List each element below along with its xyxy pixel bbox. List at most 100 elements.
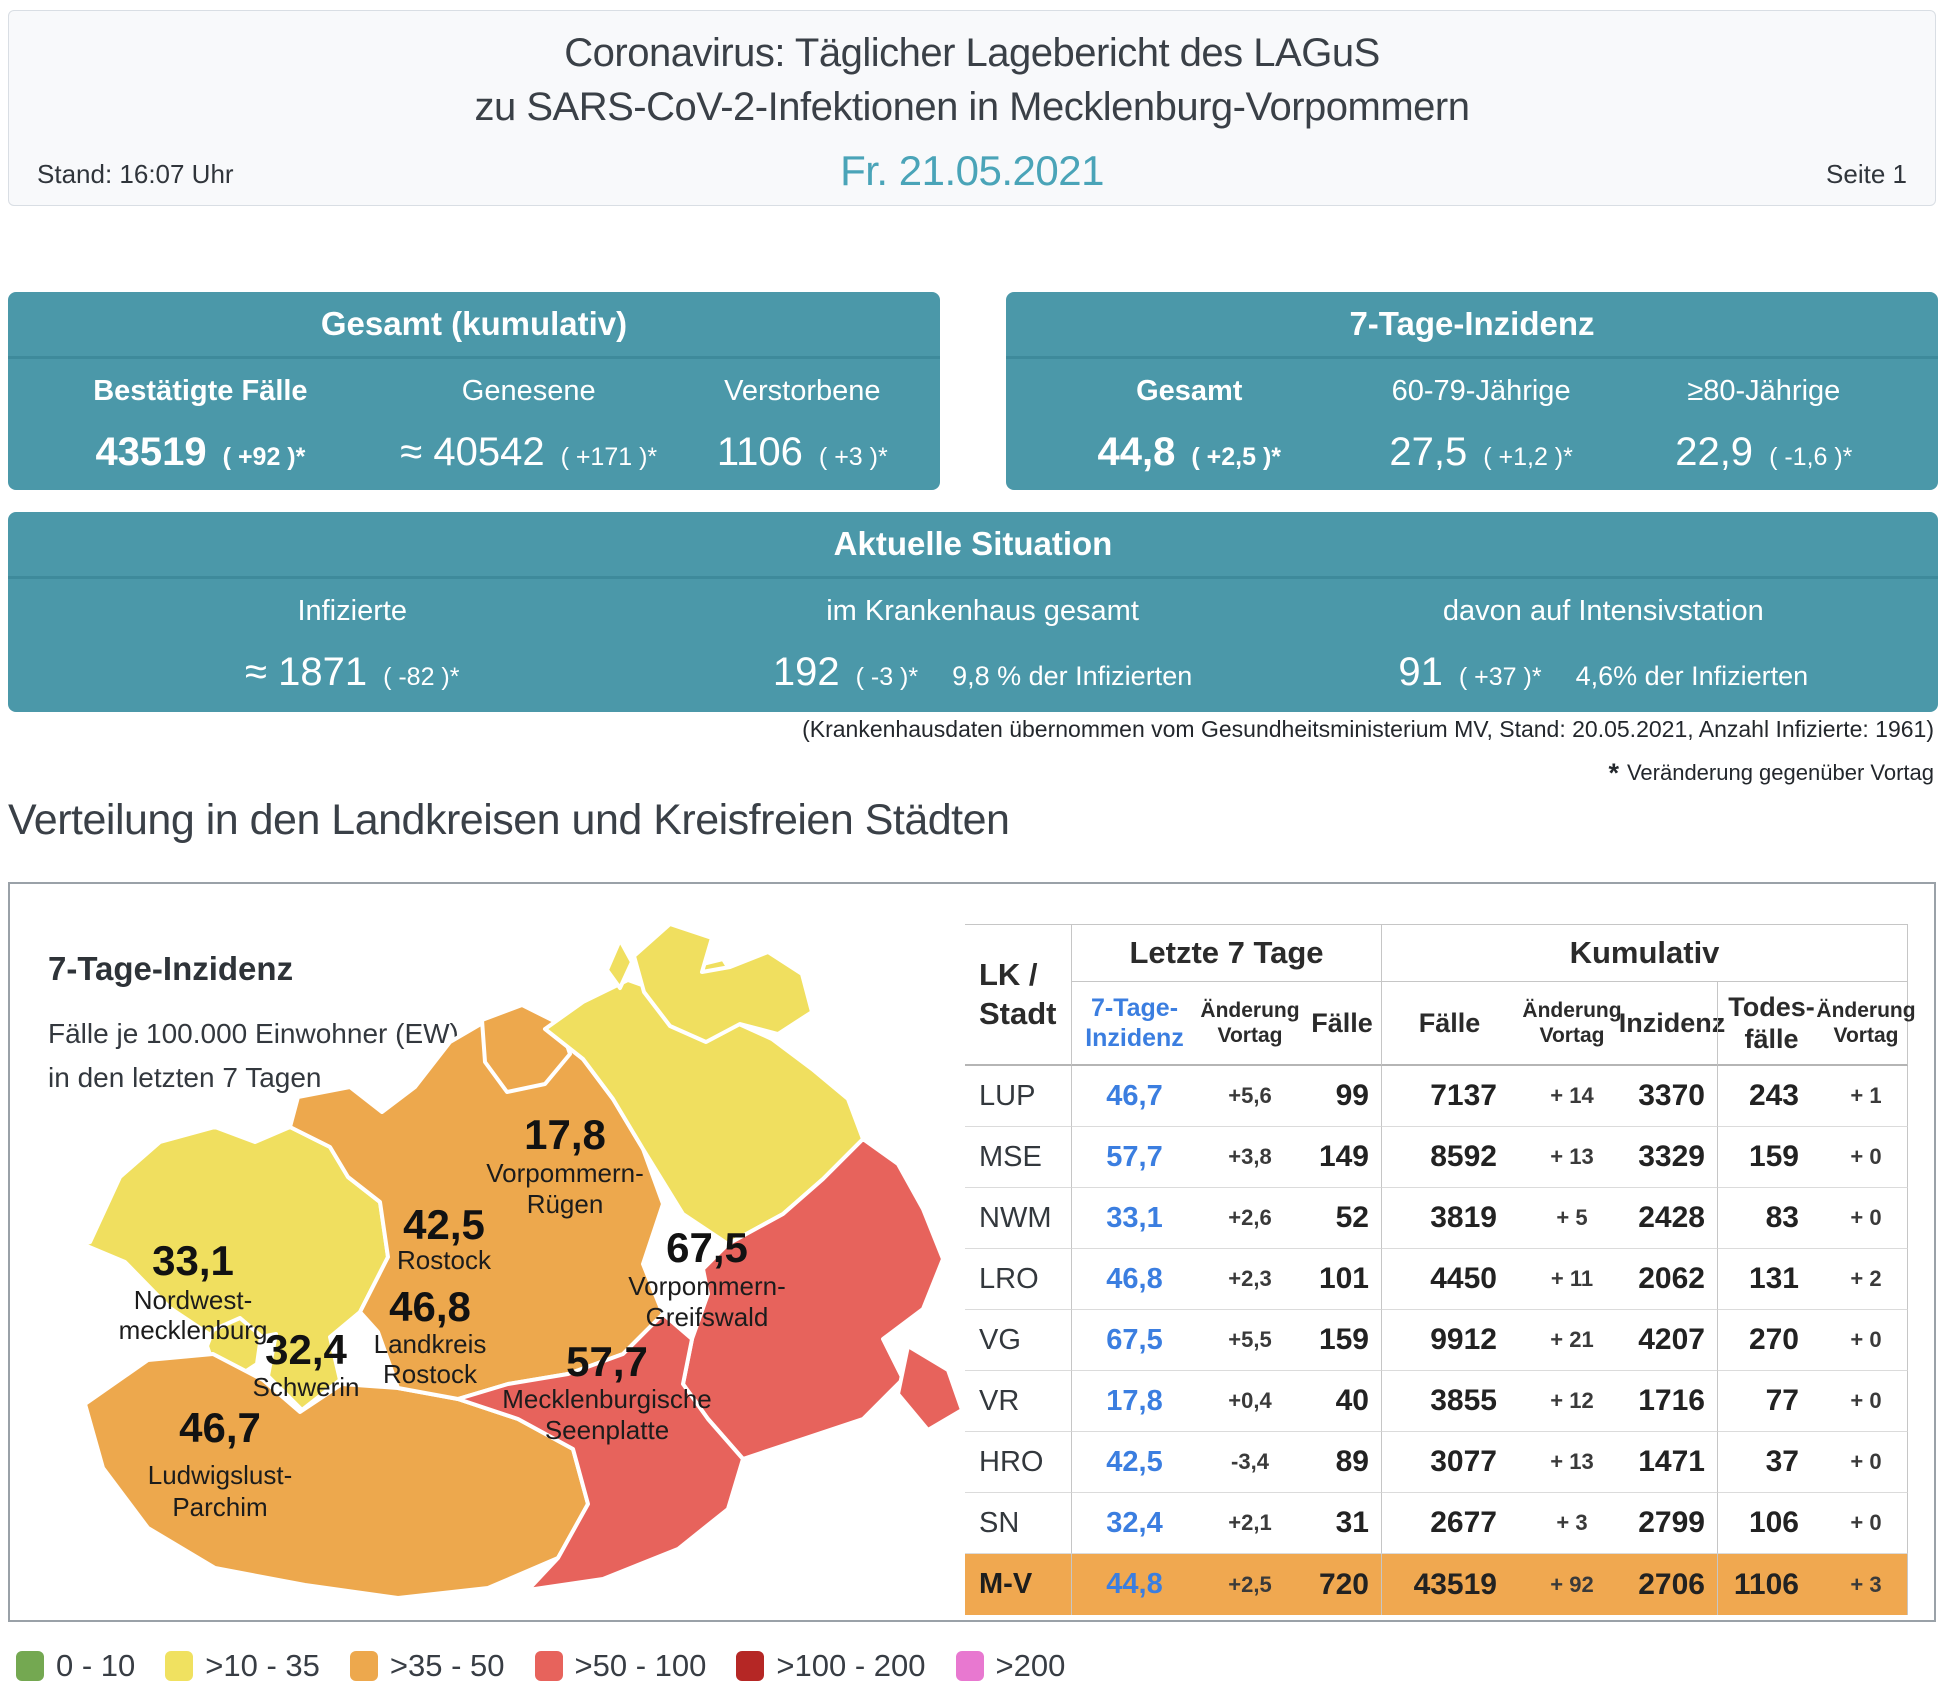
stat-value: 44,8 bbox=[1097, 430, 1176, 474]
col-header-kum-faelle: Fälle bbox=[1381, 982, 1517, 1066]
legend-swatch-yellow bbox=[165, 1651, 194, 1681]
map-value-lup: 46,7 bbox=[179, 1404, 261, 1451]
cell-tod-change: + 0 bbox=[1825, 1188, 1908, 1249]
cell-faelle: 89 bbox=[1303, 1432, 1381, 1493]
cell-code: M-V bbox=[965, 1554, 1071, 1615]
stat-change: ( +171 )* bbox=[560, 443, 658, 471]
cell-inzidenz: 44,8 bbox=[1071, 1554, 1197, 1615]
map-name-nwm-2: mecklenburg bbox=[119, 1315, 268, 1345]
col-header-todesfaelle: Todes-fälle bbox=[1717, 982, 1825, 1066]
map-title: 7-Tage-Inzidenz bbox=[48, 950, 294, 987]
cell-kum-inzidenz: 3329 bbox=[1627, 1127, 1717, 1188]
cell-code: HRO bbox=[965, 1432, 1071, 1493]
col-header-kum-inzidenz: Inzidenz bbox=[1619, 982, 1725, 1066]
cell-kum-inzidenz: 3370 bbox=[1627, 1066, 1717, 1127]
map-subtitle-2: in den letzten 7 Tagen bbox=[48, 1062, 322, 1093]
cell-code: SN bbox=[965, 1493, 1071, 1554]
cell-todesfaelle: 106 bbox=[1717, 1493, 1825, 1554]
map-name-mse-1: Mecklenburgische bbox=[502, 1384, 712, 1414]
box-gesamt-columns: Bestätigte Fälle 43519 ( +92 )* Genesene… bbox=[8, 359, 940, 475]
stat-krankenhaus: im Krankenhaus gesamt 192 ( -3 )* 9,8 % … bbox=[687, 579, 1279, 695]
cell-code: NWM bbox=[965, 1188, 1071, 1249]
cell-change: +3,8 bbox=[1197, 1127, 1303, 1188]
cell-faelle: 31 bbox=[1303, 1493, 1381, 1554]
stat-value: 91 bbox=[1398, 650, 1443, 694]
footnote-change-note: * Veränderung gegenüber Vortag bbox=[1608, 758, 1934, 789]
stat-change: ( +2,5 )* bbox=[1191, 443, 1282, 471]
report-timestamp: Stand: 16:07 Uhr bbox=[37, 159, 234, 189]
col-header-kum-aenderung: Änderung Vortag bbox=[1517, 982, 1627, 1066]
cell-tod-change: + 0 bbox=[1825, 1493, 1908, 1554]
col-header-lk1: LK / bbox=[979, 956, 1038, 992]
cell-inzidenz: 33,1 bbox=[1071, 1188, 1197, 1249]
map-name-vg-1: Vorpommern- bbox=[628, 1271, 786, 1301]
col-header-faelle: Fälle bbox=[1303, 982, 1381, 1066]
map-name-mse-2: Seenplatte bbox=[545, 1415, 669, 1445]
stat-change: ( +92 )* bbox=[222, 443, 306, 471]
box-aktuelle-situation: Aktuelle Situation Infizierte ≈ 1871 ( -… bbox=[8, 512, 1938, 712]
region-vorpommern-ruegen-island bbox=[632, 922, 814, 1044]
cell-code: LUP bbox=[965, 1066, 1071, 1127]
report-title-line1: Coronavirus: Täglicher Lagebericht des L… bbox=[564, 31, 1380, 75]
cell-kum-change: + 3 bbox=[1517, 1493, 1627, 1554]
cell-code: LRO bbox=[965, 1249, 1071, 1310]
cell-code: VG bbox=[965, 1310, 1071, 1371]
stat-value: ≈ 1871 bbox=[245, 650, 368, 694]
cell-tod-change: + 3 bbox=[1825, 1554, 1908, 1615]
cell-inzidenz: 46,8 bbox=[1071, 1249, 1197, 1310]
legend-item-50-100: >50 - 100 bbox=[534, 1648, 706, 1684]
legend-label: 0 - 10 bbox=[56, 1648, 136, 1683]
box-7-tage-inzidenz: 7-Tage-Inzidenz Gesamt 44,8 ( +2,5 )* 60… bbox=[1006, 292, 1938, 490]
legend-swatch-green bbox=[16, 1651, 44, 1681]
cell-kum-faelle: 9912 bbox=[1381, 1310, 1517, 1371]
cell-todesfaelle: 131 bbox=[1717, 1249, 1825, 1310]
stat-label: Genesene bbox=[461, 375, 596, 407]
cell-kum-inzidenz: 1471 bbox=[1627, 1432, 1717, 1493]
cell-tod-change: + 0 bbox=[1825, 1432, 1908, 1493]
cell-faelle: 720 bbox=[1303, 1554, 1381, 1615]
page-number: Seite 1 bbox=[1826, 159, 1907, 189]
map-subtitle-1: Fälle je 100.000 Einwohner (EW) bbox=[48, 1018, 459, 1049]
stat-value: 22,9 bbox=[1675, 430, 1754, 474]
stat-label: 60-79-Jährige bbox=[1391, 375, 1571, 407]
cell-todesfaelle: 159 bbox=[1717, 1127, 1825, 1188]
cell-kum-faelle: 43519 bbox=[1381, 1554, 1517, 1615]
report-header: Coronavirus: Täglicher Lagebericht des L… bbox=[8, 10, 1936, 206]
box-situation-title: Aktuelle Situation bbox=[8, 512, 1938, 579]
legend-swatch-pink bbox=[955, 1651, 984, 1681]
map-value-sn: 32,4 bbox=[265, 1326, 347, 1373]
stat-label: Gesamt bbox=[1136, 375, 1243, 407]
cell-kum-faelle: 8592 bbox=[1381, 1127, 1517, 1188]
cell-kum-faelle: 4450 bbox=[1381, 1249, 1517, 1310]
distribution-panel: 7-Tage-Inzidenz Fälle je 100.000 Einwohn… bbox=[8, 882, 1936, 1622]
stat-value: 1106 bbox=[716, 430, 803, 474]
cell-inzidenz: 57,7 bbox=[1071, 1127, 1197, 1188]
cell-change: +5,5 bbox=[1197, 1310, 1303, 1371]
cell-kum-faelle: 7137 bbox=[1381, 1066, 1517, 1127]
report-title-line2: zu SARS-CoV-2-Infektionen in Mecklenburg… bbox=[474, 85, 1470, 129]
stat-value: ≈ 40542 bbox=[400, 430, 545, 474]
cell-kum-inzidenz: 4207 bbox=[1627, 1310, 1717, 1371]
stat-label: ≥80-Jährige bbox=[1687, 375, 1841, 407]
region-usedom-island bbox=[896, 1344, 964, 1432]
box-inzidenz-columns: Gesamt 44,8 ( +2,5 )* 60-79-Jährige 27,5… bbox=[1006, 359, 1938, 475]
cell-todesfaelle: 37 bbox=[1717, 1432, 1825, 1493]
legend-swatch-orange bbox=[349, 1651, 378, 1681]
map-value-vg: 67,5 bbox=[666, 1224, 748, 1271]
col-header-aenderung-vortag: Änderung Vortag bbox=[1197, 982, 1303, 1066]
cell-change: -3,4 bbox=[1197, 1432, 1303, 1493]
stat-label: Infizierte bbox=[297, 595, 408, 627]
map-name-vr-2: Rügen bbox=[527, 1189, 604, 1219]
stat-value: 27,5 bbox=[1389, 430, 1468, 474]
cell-kum-change: + 14 bbox=[1517, 1066, 1627, 1127]
legend-swatch-darkred bbox=[736, 1651, 765, 1681]
footnote-hospital-data: (Krankenhausdaten übernommen vom Gesundh… bbox=[802, 716, 1934, 742]
legend-label: >200 bbox=[995, 1648, 1066, 1683]
stat-intensivstation: davon auf Intensivstation 91 ( +37 )* 4,… bbox=[1279, 579, 1928, 695]
stat-label: Verstorbene bbox=[724, 375, 881, 407]
map-name-lro-2: Rostock bbox=[383, 1359, 478, 1389]
cell-kum-faelle: 2677 bbox=[1381, 1493, 1517, 1554]
cell-kum-change: + 12 bbox=[1517, 1371, 1627, 1432]
cell-change: +5,6 bbox=[1197, 1066, 1303, 1127]
